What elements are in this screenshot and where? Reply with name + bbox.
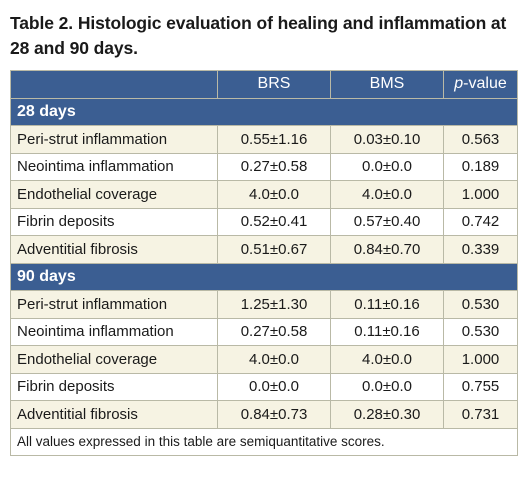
p-value: 0.731 — [443, 400, 518, 429]
table-row: Neointima inflammation 0.27±0.58 0.11±0.… — [10, 317, 518, 346]
row-label: Fibrin deposits — [10, 372, 218, 401]
table-row: Peri-strut inflammation 0.55±1.16 0.03±0… — [10, 125, 518, 154]
table-row: Adventitial fibrosis 0.51±0.67 0.84±0.70… — [10, 235, 518, 264]
brs-value: 0.51±0.67 — [217, 235, 331, 264]
bms-value: 0.28±0.30 — [330, 400, 444, 429]
p-value-suffix: -value — [463, 75, 507, 93]
brs-value: 0.27±0.58 — [217, 152, 331, 181]
table-row: Endothelial coverage 4.0±0.0 4.0±0.0 1.0… — [10, 345, 518, 374]
bms-value: 4.0±0.0 — [330, 180, 444, 209]
p-value: 0.189 — [443, 152, 518, 181]
table-caption: Table 2. Histologic evaluation of healin… — [10, 13, 507, 58]
p-value: 0.563 — [443, 125, 518, 154]
brs-value: 0.52±0.41 — [217, 207, 331, 236]
p-value: 0.530 — [443, 290, 518, 319]
column-header-brs: BRS — [217, 70, 331, 99]
bms-value: 0.11±0.16 — [330, 317, 444, 346]
table-row: Fibrin deposits 0.52±0.41 0.57±0.40 0.74… — [10, 207, 518, 236]
table-row: Fibrin deposits 0.0±0.0 0.0±0.0 0.755 — [10, 372, 518, 401]
bms-value: 0.11±0.16 — [330, 290, 444, 319]
bms-value: 0.03±0.10 — [330, 125, 444, 154]
row-label: Adventitial fibrosis — [10, 400, 218, 429]
p-value: 0.339 — [443, 235, 518, 264]
bms-value: 0.0±0.0 — [330, 152, 444, 181]
p-value: 0.755 — [443, 372, 518, 401]
p-value: 1.000 — [443, 180, 518, 209]
brs-value: 0.84±0.73 — [217, 400, 331, 429]
bms-value: 4.0±0.0 — [330, 345, 444, 374]
section-header-row: 28 days — [10, 97, 518, 126]
row-label: Fibrin deposits — [10, 207, 218, 236]
row-label: Endothelial coverage — [10, 180, 218, 209]
table-row: Neointima inflammation 0.27±0.58 0.0±0.0… — [10, 152, 518, 181]
row-label: Adventitial fibrosis — [10, 235, 218, 264]
histology-table: BRS BMS p-value 28 days Peri-strut infla… — [10, 70, 518, 456]
section-header-row: 90 days — [10, 262, 518, 291]
bms-value: 0.57±0.40 — [330, 207, 444, 236]
column-header-bms: BMS — [330, 70, 444, 99]
brs-value: 0.27±0.58 — [217, 317, 331, 346]
column-header-p-value: p-value — [443, 70, 518, 99]
section-90-days: 90 days Peri-strut inflammation 1.25±1.3… — [10, 262, 518, 456]
row-label: Peri-strut inflammation — [10, 125, 218, 154]
brs-value: 0.0±0.0 — [217, 372, 331, 401]
p-value: 1.000 — [443, 345, 518, 374]
brs-value: 1.25±1.30 — [217, 290, 331, 319]
p-value-italic: p — [454, 75, 464, 93]
bms-value: 0.84±0.70 — [330, 235, 444, 264]
column-header-row: BRS BMS p-value — [10, 70, 518, 99]
brs-value: 4.0±0.0 — [217, 345, 331, 374]
p-value: 0.530 — [443, 317, 518, 346]
row-label: Endothelial coverage — [10, 345, 218, 374]
row-label: Peri-strut inflammation — [10, 290, 218, 319]
section-title: 28 days — [10, 97, 518, 126]
table-row: Endothelial coverage 4.0±0.0 4.0±0.0 1.0… — [10, 180, 518, 209]
section-title: 90 days — [10, 262, 518, 291]
p-value: 0.742 — [443, 207, 518, 236]
header-blank-cell — [10, 70, 218, 99]
brs-value: 4.0±0.0 — [217, 180, 331, 209]
section-28-days: 28 days Peri-strut inflammation 0.55±1.1… — [10, 97, 518, 264]
footnote-row: All values expressed in this table are s… — [10, 427, 518, 456]
bms-value: 0.0±0.0 — [330, 372, 444, 401]
table-footnote: All values expressed in this table are s… — [10, 427, 518, 456]
table-row: Peri-strut inflammation 1.25±1.30 0.11±0… — [10, 290, 518, 319]
row-label: Neointima inflammation — [10, 152, 218, 181]
brs-value: 0.55±1.16 — [217, 125, 331, 154]
table-row: Adventitial fibrosis 0.84±0.73 0.28±0.30… — [10, 400, 518, 429]
row-label: Neointima inflammation — [10, 317, 218, 346]
